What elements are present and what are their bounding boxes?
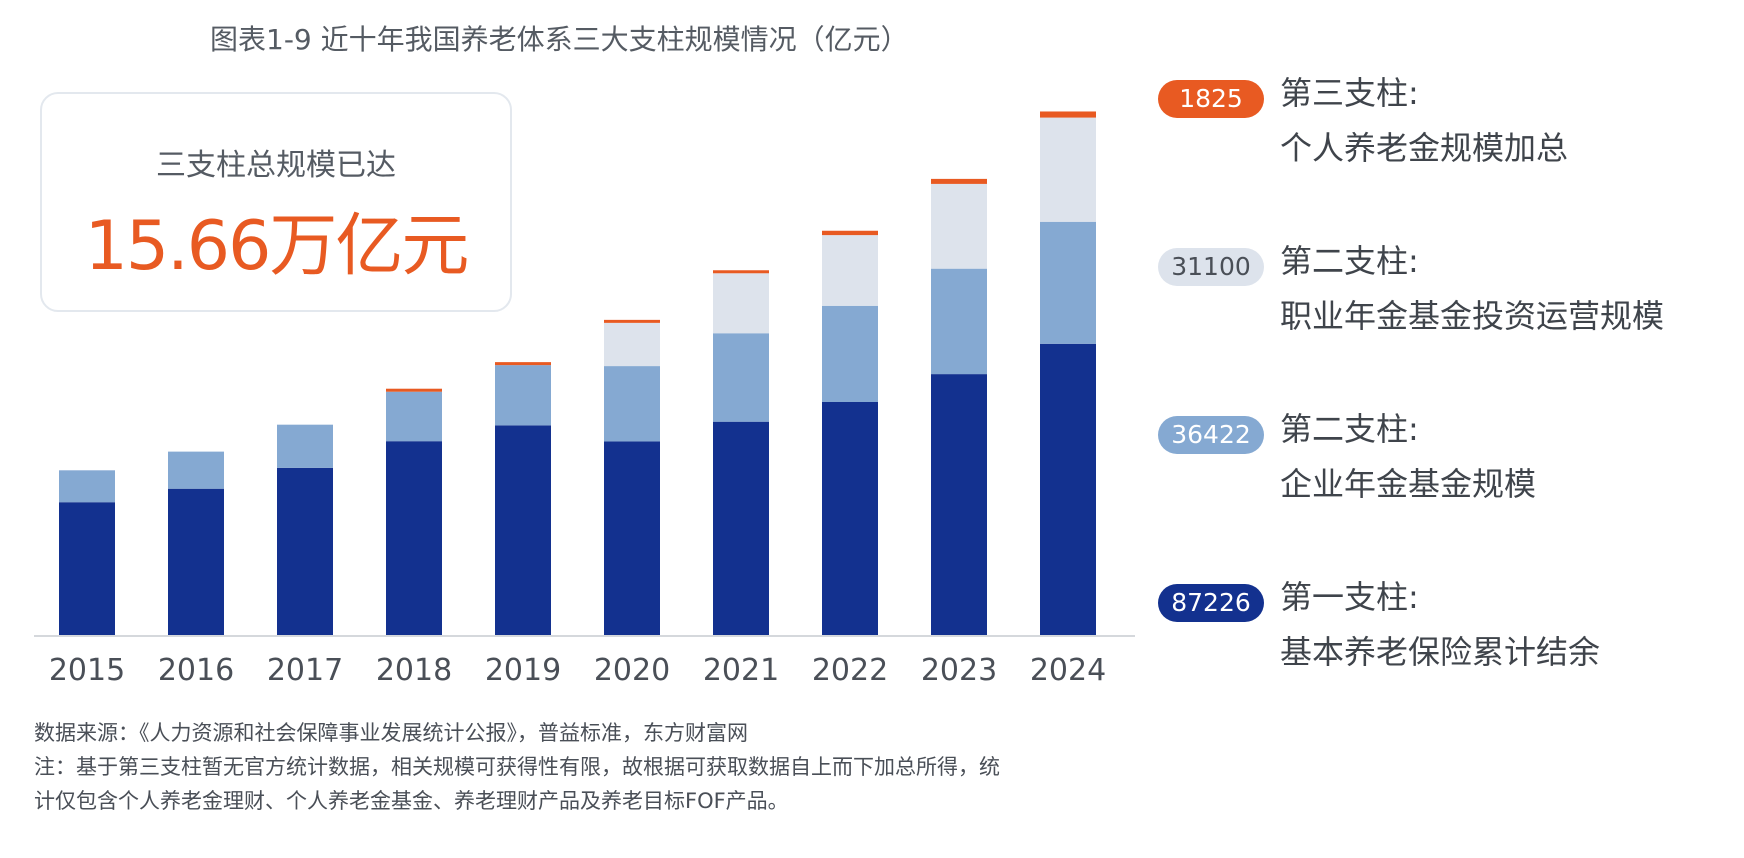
chart-bars xyxy=(59,111,1096,636)
bar-segment-2022 xyxy=(822,305,878,402)
footnotes: 数据来源：《人力资源和社会保障事业发展统计公报》，普益标准，东方财富网 注：基于… xyxy=(34,716,1000,818)
x-tick-label: 2022 xyxy=(812,653,888,688)
x-tick-label: 2023 xyxy=(921,653,997,688)
bar-segment-2019 xyxy=(495,362,551,366)
legend-label: 第二支柱: xyxy=(1280,410,1419,448)
legend-item-pillar-1: 87226 第一支柱: 基本养老保险累计结余 xyxy=(1158,570,1718,671)
bar-segment-2023 xyxy=(931,374,987,636)
bar-segment-2021 xyxy=(713,333,769,422)
legend-value-pill: 1825 xyxy=(1158,80,1264,118)
legend-label: 第三支柱: xyxy=(1280,74,1419,112)
x-tick-label: 2018 xyxy=(376,653,452,688)
legend-value-pill: 87226 xyxy=(1158,584,1264,622)
bar-segment-2020 xyxy=(604,319,660,323)
summary-card: 三支柱总规模已达 15.66万亿元 xyxy=(40,92,512,312)
legend-item-pillar-3: 1825 第三支柱: 个人养老金规模加总 xyxy=(1158,66,1718,167)
legend-item-pillar-2-enterprise: 36422 第二支柱: 企业年金基金规模 xyxy=(1158,402,1718,503)
chart-title: 图表1-9 近十年我国养老体系三大支柱规模情况（亿元） xyxy=(210,23,909,56)
note-line-2: 计仅包含个人养老金理财、个人养老金基金、养老理财产品及养老目标FOF产品。 xyxy=(34,789,789,813)
legend-value-pill: 31100 xyxy=(1158,248,1264,286)
bar-segment-2019 xyxy=(495,425,551,636)
bar-segment-2018 xyxy=(386,388,442,392)
x-tick-label: 2019 xyxy=(485,653,561,688)
bar-segment-2018 xyxy=(386,441,442,636)
bar-segment-2015 xyxy=(59,502,115,636)
bar-segment-2021 xyxy=(713,421,769,636)
bar-segment-2024 xyxy=(1040,111,1096,118)
source-note: 数据来源：《人力资源和社会保障事业发展统计公报》，普益标准，东方财富网 xyxy=(34,721,748,745)
bar-segment-2024 xyxy=(1040,117,1096,222)
x-tick-label: 2015 xyxy=(49,653,125,688)
bar-segment-2018 xyxy=(386,391,442,442)
bar-segment-2022 xyxy=(822,401,878,636)
x-tick-label: 2024 xyxy=(1030,653,1106,688)
legend-description: 职业年金基金投资运营规模 xyxy=(1280,297,1665,335)
legend-item-pillar-2-occupational: 31100 第二支柱: 职业年金基金投资运营规模 xyxy=(1158,234,1718,335)
legend-description: 基本养老保险累计结余 xyxy=(1280,633,1601,671)
bar-segment-2020 xyxy=(604,366,660,442)
legend-label: 第一支柱: xyxy=(1280,578,1419,616)
bar-segment-2019 xyxy=(495,365,551,426)
legend-description: 企业年金基金规模 xyxy=(1280,465,1537,503)
bar-segment-2021 xyxy=(713,273,769,334)
x-tick-label: 2016 xyxy=(158,653,234,688)
bar-segment-2016 xyxy=(168,451,224,489)
bar-segment-2022 xyxy=(822,235,878,306)
bar-segment-2016 xyxy=(168,488,224,636)
bar-segment-2020 xyxy=(604,322,660,367)
x-tick-label: 2017 xyxy=(267,653,343,688)
note-line-1: 注：基于第三支柱暂无官方统计数据，相关规模可获得性有限，故根据可获取数据自上而下… xyxy=(34,755,1000,779)
bar-segment-2024 xyxy=(1040,221,1096,344)
legend-value-pill: 36422 xyxy=(1158,416,1264,454)
bar-segment-2024 xyxy=(1040,343,1096,636)
summary-label: 三支柱总规模已达 xyxy=(156,148,396,183)
x-tick-label: 2020 xyxy=(594,653,670,688)
bar-segment-2023 xyxy=(931,268,987,375)
x-tick-label: 2021 xyxy=(703,653,779,688)
legend-description: 个人养老金规模加总 xyxy=(1280,129,1569,167)
legend-label: 第二支柱: xyxy=(1280,242,1419,280)
x-axis-ticks: 2015 2016 2017 2018 2019 2020 2021 2022 2023 2024 xyxy=(49,653,1106,688)
bar-segment-2023 xyxy=(931,178,987,184)
bar-segment-2023 xyxy=(931,183,987,269)
bar-segment-2022 xyxy=(822,230,878,236)
bar-segment-2020 xyxy=(604,441,660,636)
bar-segment-2021 xyxy=(713,270,769,274)
bar-segment-2015 xyxy=(59,470,115,503)
bar-segment-2017 xyxy=(277,424,333,468)
bar-segment-2017 xyxy=(277,467,333,636)
summary-value: 15.66万亿元 xyxy=(84,207,470,286)
